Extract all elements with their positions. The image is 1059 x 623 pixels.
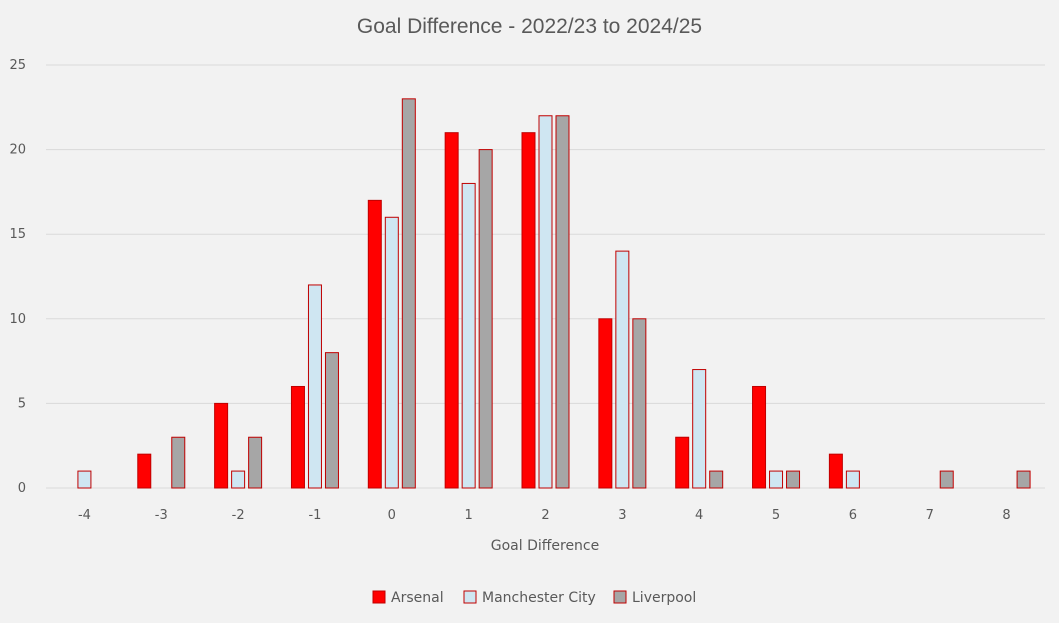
bar-manchester-city-gd-1 xyxy=(461,182,476,489)
bar-arsenal-gd--2 xyxy=(214,402,229,489)
legend[interactable]: Arsenal Manchester City Liverpool xyxy=(372,590,696,606)
bar-liverpool-gd-1 xyxy=(478,149,493,489)
y-tick-label: 0 xyxy=(18,481,26,496)
legend-swatch xyxy=(613,590,627,604)
bar-manchester-city-gd--1 xyxy=(307,284,322,489)
x-tick-label: 8 xyxy=(1002,508,1010,523)
bar-manchester-city-gd-2 xyxy=(538,115,553,489)
legend-swatch xyxy=(372,590,386,604)
bar-arsenal-gd--1 xyxy=(290,385,305,489)
bar-liverpool-gd--3 xyxy=(171,436,186,489)
legend-label: Arsenal xyxy=(391,590,444,606)
bar-liverpool-gd--1 xyxy=(324,352,339,489)
bar-arsenal-gd-4 xyxy=(675,436,690,489)
bar-manchester-city-gd-3 xyxy=(615,250,630,489)
y-tick-label: 10 xyxy=(9,312,26,327)
bars-layer xyxy=(77,98,1031,489)
x-tick-label: 2 xyxy=(541,508,549,523)
legend-item-manchester-city[interactable]: Manchester City xyxy=(463,590,596,606)
legend-swatch xyxy=(463,590,477,604)
x-tick-label: 4 xyxy=(695,508,703,523)
bar-arsenal-gd-0 xyxy=(367,199,382,489)
x-tick-label: 5 xyxy=(772,508,780,523)
bar-arsenal-gd--3 xyxy=(137,453,152,489)
bar-manchester-city-gd-6 xyxy=(845,470,860,489)
bar-arsenal-gd-6 xyxy=(828,453,843,489)
x-tick-label: 0 xyxy=(388,508,396,523)
bar-liverpool-gd--2 xyxy=(248,436,263,489)
legend-label: Liverpool xyxy=(632,590,696,606)
bar-liverpool-gd-3 xyxy=(632,318,647,489)
bar-liverpool-gd-4 xyxy=(709,470,724,489)
x-tick-label: -2 xyxy=(232,508,245,523)
bar-manchester-city-gd--4 xyxy=(77,470,92,489)
x-axis-label: Goal Difference xyxy=(491,538,600,554)
legend-item-arsenal[interactable]: Arsenal xyxy=(372,590,444,606)
x-tick-label: -1 xyxy=(308,508,321,523)
bar-arsenal-gd-2 xyxy=(521,132,536,489)
bar-liverpool-gd-2 xyxy=(555,115,570,489)
y-tick-label: 5 xyxy=(18,396,26,411)
bar-manchester-city-gd-5 xyxy=(769,470,784,489)
bar-manchester-city-gd-0 xyxy=(384,216,399,489)
y-tick-label: 20 xyxy=(9,143,26,158)
x-axis-ticks: -4 -3 -2 -1 0 1 2 3 4 5 6 7 8 xyxy=(78,508,1011,523)
bar-arsenal-gd-1 xyxy=(444,132,459,489)
y-tick-label: 25 xyxy=(9,58,26,73)
legend-label: Manchester City xyxy=(482,590,596,606)
x-tick-label: -4 xyxy=(78,508,91,523)
bar-manchester-city-gd--2 xyxy=(231,470,246,489)
x-tick-label: 3 xyxy=(618,508,626,523)
bar-liverpool-gd-7 xyxy=(939,470,954,489)
x-tick-label: 1 xyxy=(465,508,473,523)
x-tick-label: -3 xyxy=(155,508,168,523)
bar-arsenal-gd-3 xyxy=(598,318,613,489)
x-tick-label: 6 xyxy=(849,508,857,523)
bar-manchester-city-gd-4 xyxy=(692,369,707,489)
chart-title: Goal Difference - 2022/23 to 2024/25 xyxy=(357,15,702,38)
bar-arsenal-gd-5 xyxy=(752,385,767,489)
bar-liverpool-gd-0 xyxy=(401,98,416,489)
y-axis-ticks: 0 5 10 15 20 25 xyxy=(9,58,26,496)
bar-liverpool-gd-5 xyxy=(786,470,801,489)
x-tick-label: 7 xyxy=(926,508,934,523)
legend-item-liverpool[interactable]: Liverpool xyxy=(613,590,696,606)
bar-liverpool-gd-8 xyxy=(1016,470,1031,489)
y-tick-label: 15 xyxy=(9,227,26,242)
